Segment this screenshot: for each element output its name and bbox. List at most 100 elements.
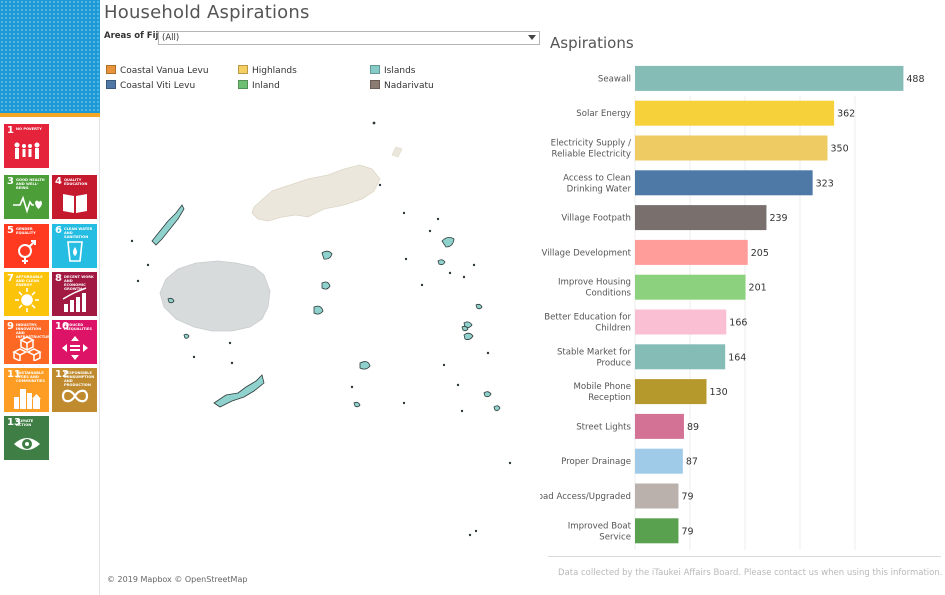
bar[interactable]: [635, 344, 726, 370]
bar-value-label: 79: [681, 492, 693, 503]
kadavu-island[interactable]: [213, 374, 265, 408]
sdg-tile-13[interactable]: 13 CLIMATE ACTION: [4, 416, 49, 460]
legend-label: Inland: [252, 81, 280, 91]
bar-value-label: 79: [681, 526, 693, 537]
sdg-tile-7[interactable]: 7 AFFORDABLE AND CLEAN ENERGY: [4, 272, 49, 316]
bar-category-label: Stable Market for Produce: [557, 347, 632, 368]
legend-swatch: [238, 65, 248, 74]
bar-value-label: 362: [837, 109, 855, 120]
legend-item-coastal-viti-levu[interactable]: Coastal Viti Levu: [106, 80, 195, 91]
bar[interactable]: [635, 448, 683, 474]
page-title: Household Aspirations: [104, 2, 310, 23]
bar-category-label: Better Education for Children: [544, 313, 631, 334]
sdg-tile-5[interactable]: 5 GENDER EQUALITY: [4, 224, 49, 268]
bar-value-label: 350: [831, 144, 849, 155]
bar[interactable]: [635, 239, 748, 265]
sdg-tile-10[interactable]: 10 REDUCED INEQUALITIES: [52, 320, 97, 364]
filter-label: Areas of Fiji: [104, 31, 162, 41]
chart-title: Aspirations: [550, 34, 634, 52]
sdg-number: 7: [7, 273, 14, 284]
equality-icon: [62, 336, 88, 360]
sdg-number: 10: [55, 321, 69, 332]
bar-category-label: Improved Boat Service: [568, 521, 632, 542]
sdg-tile-12[interactable]: 12 RESPONSIBLE CONSUMPTION AND PRODUCTIO…: [52, 368, 97, 412]
taveuni-island[interactable]: [391, 146, 403, 158]
bar-category-label: Road Access/Upgraded: [540, 492, 631, 502]
sdg-number: 5: [7, 225, 14, 236]
sdg-tile-4[interactable]: 4 QUALITY EDUCATION: [52, 175, 97, 219]
legend-item-nadarivatu[interactable]: Nadarivatu: [370, 80, 434, 91]
sdg-tile-9[interactable]: 9 INDUSTRY, INNOVATION AND INFRASTRUCTUR…: [4, 320, 49, 364]
sdg-tile-11[interactable]: 11 SUSTAINABLE CITIES AND COMMUNITIES: [4, 368, 49, 412]
growth-chart-icon: [62, 287, 87, 312]
bar[interactable]: [635, 413, 684, 439]
water-drop-icon: [67, 241, 83, 262]
map-attribution[interactable]: © 2019 Mapbox © OpenStreetMap: [107, 575, 248, 584]
sdg-number: 3: [7, 176, 14, 187]
sdg-number: 4: [55, 176, 62, 187]
sdg-tile-6[interactable]: 6 CLEAN WATER AND SANITATION: [52, 224, 97, 268]
bar-value-label: 166: [729, 318, 747, 329]
legend-swatch: [238, 80, 248, 89]
sdg-label: CLIMATE ACTION: [16, 419, 34, 427]
bar-value-label: 87: [686, 457, 698, 468]
bar-category-label: Access to Clean Drinking Water: [563, 173, 631, 194]
bar-value-label: 205: [751, 248, 769, 259]
yasawa-islands[interactable]: [151, 204, 185, 246]
legend-label: Coastal Viti Levu: [120, 81, 196, 91]
sdg-label: NO POVERTY: [16, 127, 42, 131]
legend-item-coastal-vanua-levu[interactable]: Coastal Vanua Levu: [106, 65, 209, 76]
bar-category-label: Improve Housing Conditions: [558, 278, 632, 299]
sidebar-logo: [0, 0, 100, 116]
bar[interactable]: [635, 309, 727, 335]
bar[interactable]: [635, 205, 767, 231]
bar-category-label: Street Lights: [576, 422, 631, 432]
legend-swatch: [106, 65, 116, 74]
sdg-number: 12: [55, 369, 69, 380]
bar-value-label: 239: [769, 213, 787, 224]
legend-swatch: [370, 80, 380, 89]
sdg-tile-1[interactable]: 1 NO POVERTY: [4, 124, 49, 168]
sdg-label: REDUCED INEQUALITIES: [64, 323, 92, 331]
sdg-number: 6: [55, 225, 62, 236]
bar[interactable]: [635, 483, 679, 509]
sun-icon: [15, 288, 39, 312]
sdg-label: RESPONSIBLE CONSUMPTION AND PRODUCTION: [64, 371, 95, 387]
areas-filter-dropdown[interactable]: (All): [158, 31, 540, 45]
bar[interactable]: [635, 274, 746, 300]
bar[interactable]: [635, 170, 813, 196]
bar-value-label: 130: [710, 387, 728, 398]
vanua-levu-island[interactable]: [251, 164, 381, 222]
legend-item-inland[interactable]: Inland: [238, 80, 280, 91]
sdg-label: QUALITY EDUCATION: [64, 178, 88, 186]
sdg-tile-3[interactable]: 3 GOOD HEALTH AND WELL-BEING: [4, 175, 49, 219]
sdg-number: 8: [55, 273, 62, 284]
sdg-label: AFFORDABLE AND CLEAN ENERGY: [16, 275, 43, 287]
cubes-icon: [12, 336, 42, 361]
viti-levu-island[interactable]: [159, 260, 271, 332]
bar-category-label: Village Footpath: [561, 214, 631, 224]
bar-category-label: Solar Energy: [576, 109, 631, 119]
bar[interactable]: [635, 65, 904, 91]
eastern-islands[interactable]: [167, 237, 501, 412]
bar[interactable]: [635, 379, 707, 405]
bar-category-label: Proper Drainage: [561, 457, 631, 467]
fiji-map[interactable]: [104, 95, 540, 590]
bar-value-label: 164: [728, 352, 746, 363]
bar[interactable]: [635, 100, 835, 126]
legend-label: Coastal Vanua Levu: [120, 66, 209, 76]
legend-swatch: [106, 80, 116, 89]
sdg-number: 13: [7, 417, 21, 428]
sdg-label: SUSTAINABLE CITIES AND COMMUNITIES: [16, 371, 45, 383]
bar[interactable]: [635, 518, 679, 544]
footer-note: Data collected by the iTaukei Affairs Bo…: [558, 568, 943, 578]
chevron-down-icon[interactable]: [528, 35, 536, 40]
sidebar-logo-stripe: [0, 113, 100, 117]
legend-item-highlands[interactable]: Highlands: [238, 65, 297, 76]
small-islets: [130, 121, 512, 537]
sdg-tile-8[interactable]: 8 DECENT WORK AND ECONOMIC GROWTH: [52, 272, 97, 316]
bar[interactable]: [635, 135, 828, 161]
aspirations-bar-chart[interactable]: 488 Seawall 362 Solar Energy 350 Electricity …: [540, 58, 945, 558]
legend-item-islands[interactable]: Islands: [370, 65, 415, 76]
